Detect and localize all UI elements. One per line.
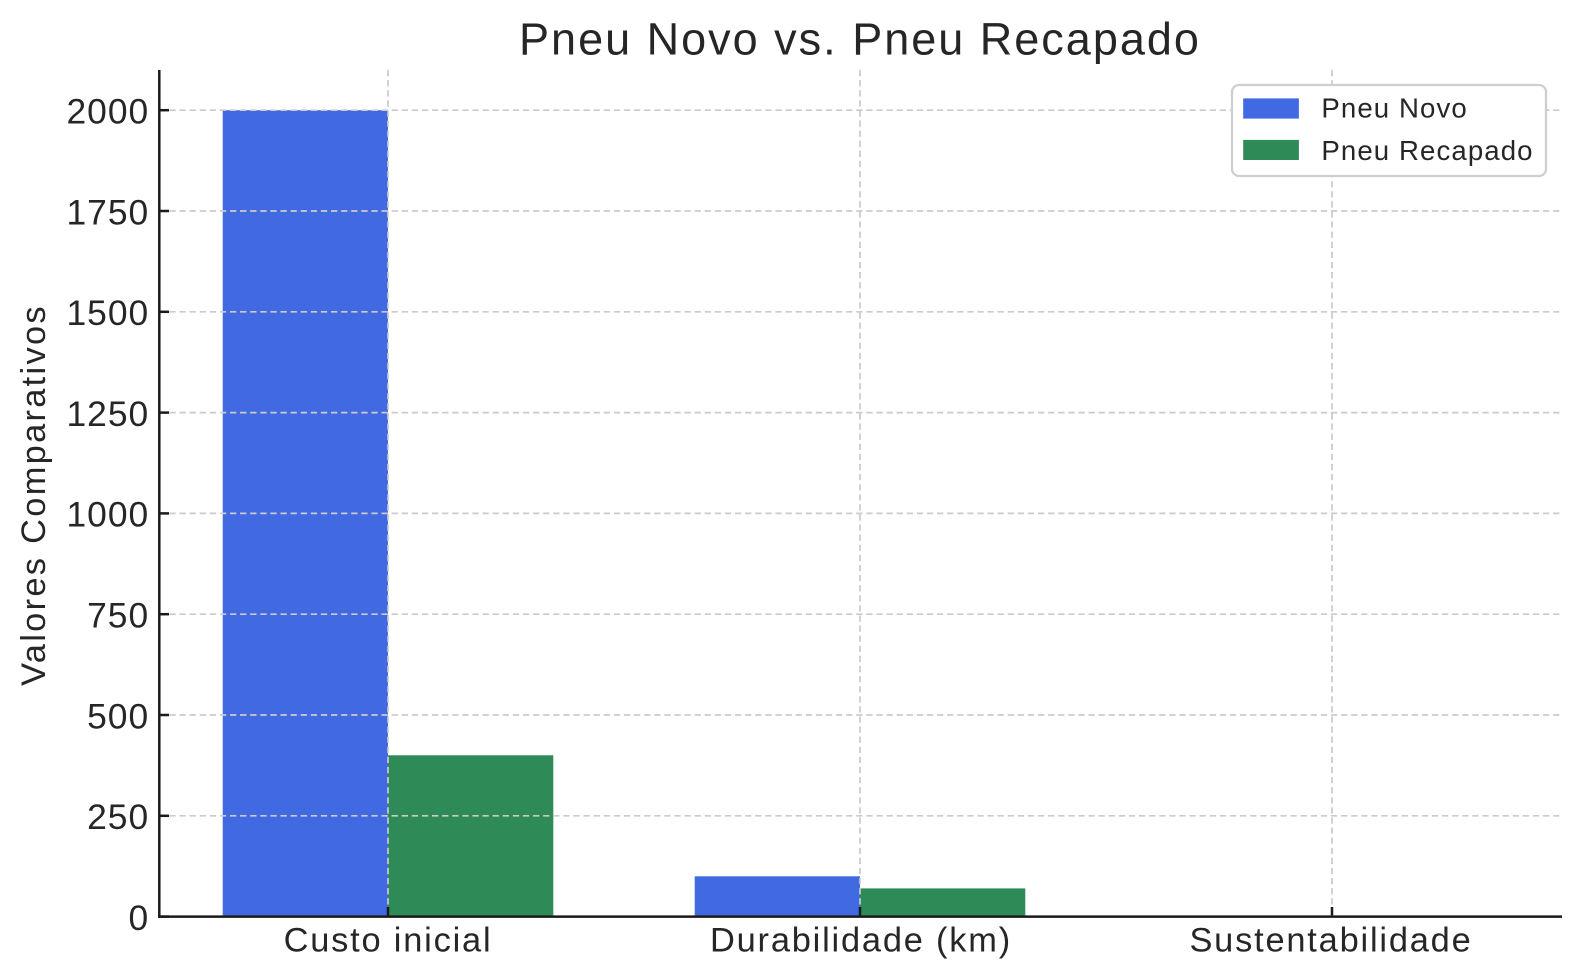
svg-text:Durabilidade (km): Durabilidade (km) [710, 922, 1012, 960]
svg-text:Pneu Novo: Pneu Novo [1321, 93, 1467, 124]
svg-text:750: 750 [87, 596, 149, 636]
svg-text:Custo inicial: Custo inicial [284, 922, 493, 960]
svg-text:Pneu Novo vs. Pneu Recapado: Pneu Novo vs. Pneu Recapado [519, 13, 1201, 64]
svg-text:Sustentabilidade: Sustentabilidade [1189, 922, 1472, 960]
svg-text:250: 250 [87, 797, 149, 837]
svg-text:0: 0 [129, 898, 150, 938]
svg-text:2000: 2000 [66, 92, 149, 132]
svg-text:Pneu Recapado: Pneu Recapado [1321, 135, 1533, 166]
svg-text:1000: 1000 [66, 495, 149, 535]
svg-text:1750: 1750 [66, 192, 149, 232]
svg-text:1250: 1250 [66, 394, 149, 434]
svg-text:Valores Comparativos: Valores Comparativos [15, 304, 53, 686]
svg-text:500: 500 [87, 696, 149, 736]
svg-text:1500: 1500 [66, 293, 149, 333]
